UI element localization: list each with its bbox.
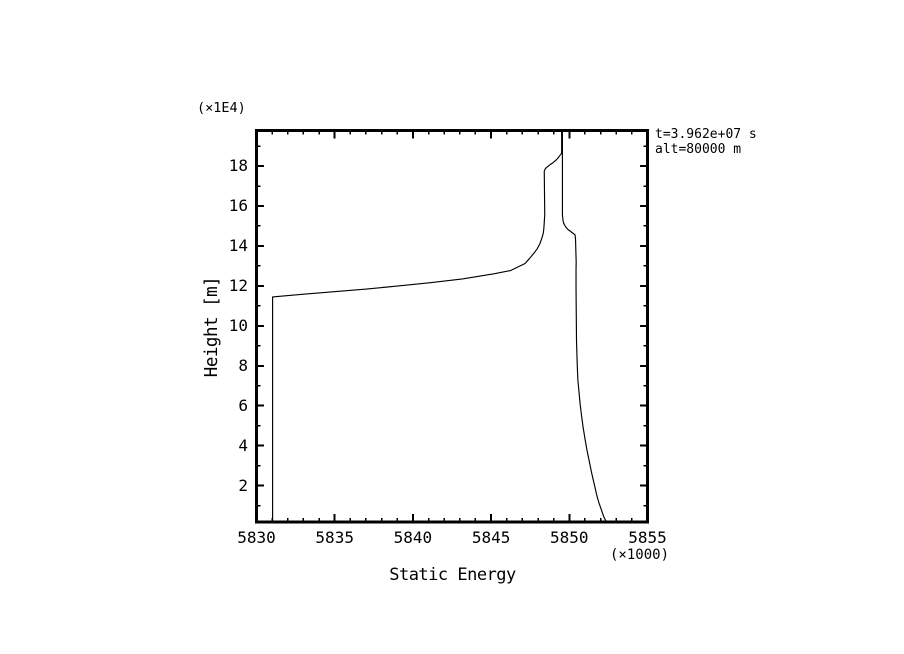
- y-tick-label: 12: [228, 275, 248, 295]
- y-tick-label: 18: [228, 156, 248, 176]
- x-tick-label: 5840: [393, 527, 433, 547]
- x-axis-title: Static Energy: [389, 565, 516, 585]
- y-tick-label: 2: [238, 475, 248, 495]
- x-tick-label: 5835: [315, 527, 354, 547]
- x-tick-label: 5830: [237, 527, 276, 547]
- x-axis-scale-note: (×1000): [610, 547, 670, 563]
- annotation-line-1: t=3.962e+07 s: [655, 126, 757, 142]
- y-tick-label: 10: [228, 315, 248, 335]
- y-tick-label: 8: [238, 355, 248, 375]
- y-tick-label: 6: [238, 395, 248, 415]
- axis-ticks: [255, 130, 649, 522]
- profile-curve: [272, 129, 607, 523]
- y-tick-label: 14: [228, 235, 248, 255]
- x-tick-label: 5850: [550, 527, 589, 547]
- x-tick-label: 5855: [628, 527, 667, 547]
- annotation: t=3.962e+07 s alt=80000 m: [655, 127, 757, 159]
- annotation-line-2: alt=80000 m: [655, 142, 742, 158]
- y-tick-label: 16: [228, 196, 248, 215]
- y-axis-scale-note: (×1E4): [197, 100, 246, 116]
- x-tick-label: 5845: [471, 527, 511, 547]
- y-tick-label: 4: [238, 435, 248, 455]
- y-axis-title: Height [m]: [202, 276, 222, 377]
- plot-box: [255, 129, 649, 524]
